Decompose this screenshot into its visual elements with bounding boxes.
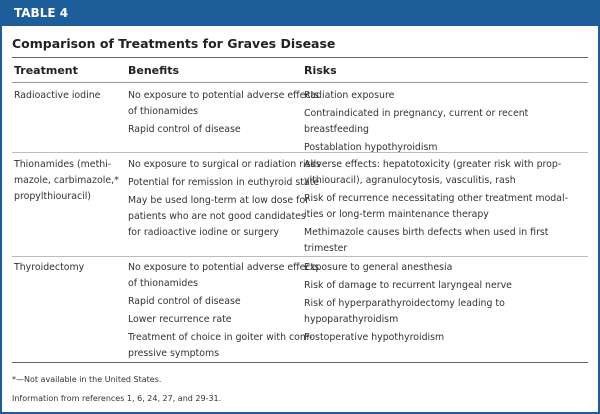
cell-benefits: No exposure to potential adverse effects… [128,88,319,140]
text-line: Thyroidectomy [14,262,85,273]
text-line: Methimazole causes birth defects when us… [304,227,549,238]
text-line: Potential for remission in euthyroid sta… [128,177,320,188]
text-line: propylthiouracil) [14,191,91,202]
row-divider [12,152,588,153]
text-line: pressive symptoms [128,348,219,359]
cell-risks: Radiation exposure Contraindicated in pre… [304,88,528,158]
text-line: Postablation hypothyroidism [304,142,438,153]
divider [12,362,588,363]
text-line: Exposure to general anesthesia [304,262,453,273]
text-line: Risk of recurrence necessitating other t… [304,193,568,204]
text-line: Contraindicated in pregnancy, current or… [304,108,529,119]
header-treatment: Treatment [14,64,78,77]
benefit-item: No exposure to potential adverse effects… [128,260,319,292]
text-line: No exposure to potential adverse effects [128,90,320,101]
risk-item: Exposure to general anesthesia [304,260,512,276]
risk-item: Postoperative hypothyroidism [304,330,512,346]
text-line: ities or long-term maintenance therapy [304,209,489,220]
text-line: Rapid control of disease [128,296,241,307]
text-line: No exposure to surgical or radiation ris… [128,159,321,170]
risk-item: Contraindicated in pregnancy, current or… [304,106,528,138]
text-line: No exposure to potential adverse effects [128,262,320,273]
benefit-item: Treatment of choice in goiter with com-p… [128,330,319,362]
cell-treatment: Thyroidectomy [14,260,84,276]
cell-risks: Exposure to general anesthesia Risk of da… [304,260,512,348]
benefit-item: Potential for remission in euthyroid sta… [128,175,321,191]
text-line: Radioactive iodine [14,90,101,101]
cell-benefits: No exposure to potential adverse effects… [128,260,319,364]
text-line: Thionamides (methi- [14,159,112,170]
benefit-item: No exposure to potential adverse effects… [128,88,319,120]
risk-item: Risk of recurrence necessitating other t… [304,191,568,223]
text-line: Treatment of choice in goiter with com- [128,332,313,343]
risk-item: Risk of damage to recurrent laryngeal ne… [304,278,512,294]
text-line: Postoperative hypothyroidism [304,332,445,343]
footnote-references: Information from references 1, 6, 24, 27… [12,394,222,403]
text-line: of thionamides [128,106,199,117]
benefit-item: No exposure to surgical or radiation ris… [128,157,321,173]
risk-item: Radiation exposure [304,88,528,104]
text-line: Rapid control of disease [128,124,241,135]
text-line: mazole, carbimazole,* [14,175,119,186]
text-line: Risk of hyperparathyroidectomy leading t… [304,298,505,309]
risk-item: Risk of hyperparathyroidectomy leading t… [304,296,512,328]
divider [12,82,588,83]
text-line: patients who are not good candidates [128,211,306,222]
text-line: Risk of damage to recurrent laryngeal ne… [304,280,512,291]
benefit-item: Rapid control of disease [128,294,319,310]
risk-item: Adverse effects: hepatotoxicity (greater… [304,157,568,189]
text-line: Radiation exposure [304,90,395,101]
footnote: *—Not available in the United States. [12,375,162,384]
text-line: breastfeeding [304,124,369,135]
row-divider [12,256,588,257]
cell-benefits: No exposure to surgical or radiation ris… [128,157,321,243]
table-title: Comparison of Treatments for Graves Dise… [12,36,336,51]
text-line: Adverse effects: hepatotoxicity (greater… [304,159,562,170]
cell-treatment: Thionamides (methi-mazole, carbimazole,*… [14,157,119,205]
text-line: hypoparathyroidism [304,314,399,325]
risk-item: Postablation hypothyroidism [304,140,528,156]
header-benefits: Benefits [128,64,180,77]
text-line: of thionamides [128,278,199,289]
text-line: ylthiouracil), agranulocytosis, vasculit… [304,175,516,186]
cell-risks: Adverse effects: hepatotoxicity (greater… [304,157,568,259]
table-label: TABLE 4 [2,0,598,26]
text-line: May be used long-term at low dose for [128,195,310,206]
text-line: Lower recurrence rate [128,314,232,325]
benefit-item: Lower recurrence rate [128,312,319,328]
text-line: for radioactive iodine or surgery [128,227,280,238]
risk-item: Methimazole causes birth defects when us… [304,225,568,257]
cell-treatment: Radioactive iodine [14,88,100,104]
divider [12,57,588,58]
benefit-item: Rapid control of disease [128,122,319,138]
header-risks: Risks [304,64,337,77]
benefit-item: May be used long-term at low dose for pat… [128,193,321,241]
text-line: trimester [304,243,348,254]
